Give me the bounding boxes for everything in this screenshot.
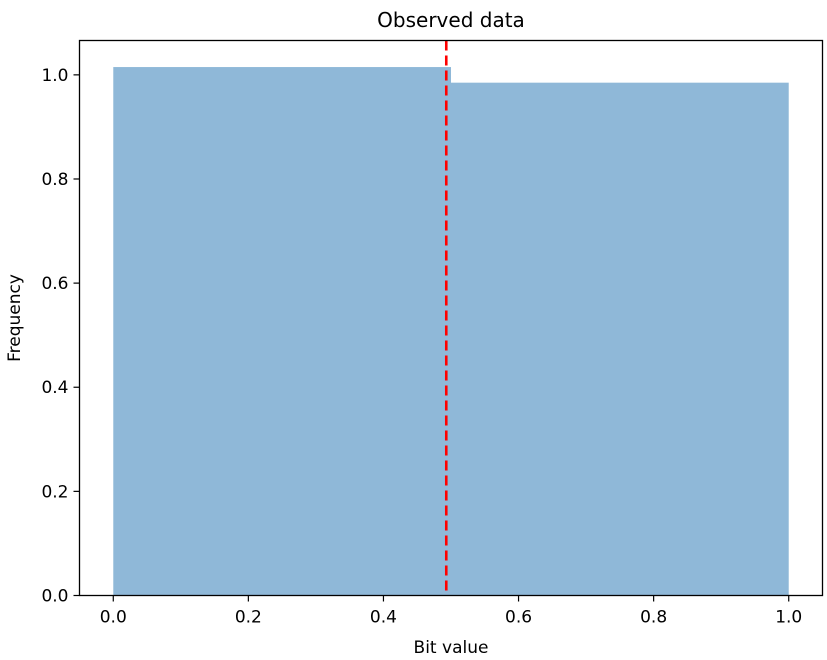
x-tick-label: 0.2 bbox=[235, 608, 262, 628]
x-axis-ticks: 0.0 0.2 0.4 0.6 0.8 1.0 bbox=[100, 595, 802, 628]
chart-title: Observed data bbox=[377, 8, 525, 32]
histogram-bar bbox=[451, 82, 789, 596]
y-tick-label: 0.4 bbox=[41, 378, 68, 398]
y-axis-label: Frequency bbox=[5, 274, 25, 362]
histogram-bars bbox=[113, 67, 789, 596]
y-tick-label: 0.8 bbox=[41, 170, 68, 190]
x-axis-label: Bit value bbox=[414, 638, 489, 658]
x-tick-label: 0.0 bbox=[100, 608, 127, 628]
y-tick-label: 0.2 bbox=[41, 482, 68, 502]
x-tick-label: 0.4 bbox=[370, 608, 397, 628]
x-tick-label: 0.6 bbox=[505, 608, 532, 628]
plot-frame bbox=[78, 39, 824, 597]
histogram-bar bbox=[113, 67, 451, 596]
x-tick-label: 1.0 bbox=[775, 608, 802, 628]
y-tick-label: 1.0 bbox=[41, 66, 68, 86]
y-tick-label: 0.0 bbox=[41, 587, 68, 607]
y-axis-ticks: 0.0 0.2 0.4 0.6 0.8 1.0 bbox=[41, 66, 80, 607]
x-tick-label: 0.8 bbox=[640, 608, 667, 628]
y-tick-label: 0.6 bbox=[41, 274, 68, 294]
